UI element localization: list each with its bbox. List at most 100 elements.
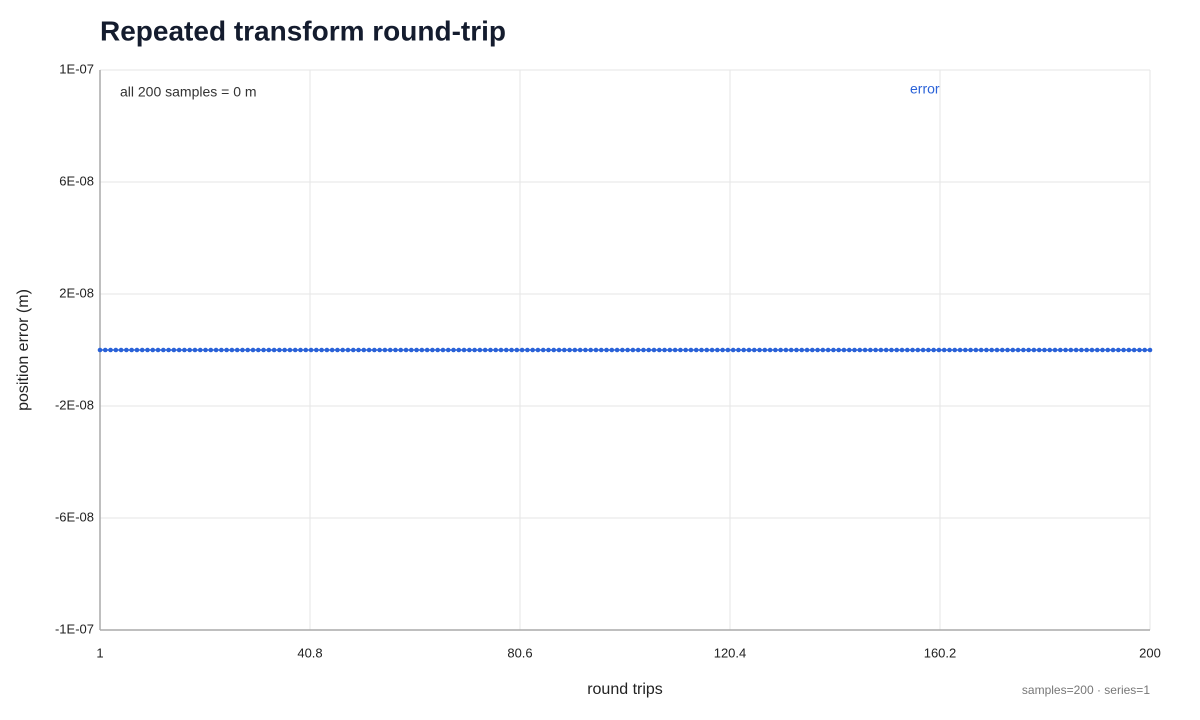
data-point [941, 347, 947, 353]
data-point [472, 347, 477, 353]
data-point [245, 347, 251, 353]
data-point [535, 347, 541, 353]
data-point [683, 347, 688, 353]
data-point [525, 347, 530, 353]
data-point [999, 347, 1005, 353]
data-point [102, 347, 108, 353]
data-point [788, 347, 794, 353]
data-point [915, 347, 921, 353]
data-point [936, 347, 942, 353]
data-point [978, 347, 984, 353]
data-point [161, 347, 166, 353]
data-point [994, 347, 1000, 353]
data-point [113, 347, 119, 353]
data-point [931, 347, 936, 353]
data-point [715, 347, 720, 353]
data-point [393, 347, 398, 353]
data-point [503, 347, 509, 353]
x-tick-label: 1 [96, 645, 103, 660]
x-tick-label: 40.8 [297, 645, 322, 660]
x-tick-label: 160.2 [924, 645, 957, 660]
data-point [598, 347, 604, 353]
data-point [883, 347, 889, 353]
data-point [678, 347, 683, 353]
data-point [166, 347, 171, 353]
data-point [767, 347, 773, 353]
x-tick-label: 120.4 [714, 645, 747, 660]
data-point [1089, 347, 1095, 353]
data-point [1005, 347, 1010, 353]
y-tick-label: -1E-07 [55, 621, 94, 636]
data-point [1058, 347, 1063, 353]
data-point [403, 347, 409, 353]
data-point [562, 347, 567, 353]
data-point [1021, 347, 1026, 353]
data-point [509, 347, 514, 353]
data-point [150, 347, 156, 353]
data-point [329, 347, 335, 353]
data-point [250, 347, 256, 353]
data-point [836, 347, 841, 353]
y-tick-label: 6E-08 [59, 173, 94, 188]
data-point [1131, 347, 1137, 353]
data-point [878, 347, 884, 353]
data-point [182, 347, 187, 353]
data-point [1031, 347, 1037, 353]
data-point [799, 347, 805, 353]
data-point [973, 347, 979, 353]
data-point [1079, 347, 1084, 353]
data-point [757, 347, 762, 353]
data-point [709, 347, 715, 353]
data-point [440, 347, 446, 353]
data-point [108, 347, 113, 353]
data-point [1137, 347, 1142, 353]
data-point [620, 347, 625, 353]
data-point [667, 347, 673, 353]
data-point [192, 347, 198, 353]
data-point [804, 347, 810, 353]
data-point [266, 347, 272, 353]
data-point [1052, 347, 1058, 353]
data-point [1063, 347, 1068, 353]
data-point [815, 347, 820, 353]
data-point [577, 347, 583, 353]
data-point [493, 347, 499, 353]
data-point [176, 347, 182, 353]
data-point [646, 347, 652, 353]
data-point [862, 347, 868, 353]
data-point [1110, 347, 1116, 353]
data-point [741, 347, 747, 353]
data-point [1015, 347, 1021, 353]
data-point [609, 347, 615, 353]
data-point [1073, 347, 1079, 353]
data-point [255, 347, 261, 353]
data-point [219, 347, 224, 353]
data-point [825, 347, 831, 353]
data-point [335, 347, 340, 353]
data-point [762, 347, 768, 353]
data-point [820, 347, 826, 353]
data-point [1147, 347, 1153, 353]
data-point [298, 347, 303, 353]
data-point [1042, 347, 1047, 353]
data-point [1026, 347, 1031, 353]
y-tick-label: -6E-08 [55, 509, 94, 524]
data-point [477, 347, 483, 353]
data-point [1036, 347, 1042, 353]
data-point [129, 347, 134, 353]
data-point [424, 347, 430, 353]
data-point [672, 347, 678, 353]
data-point [488, 347, 493, 353]
data-point [688, 347, 694, 353]
data-point [139, 347, 145, 353]
data-point [445, 347, 451, 353]
data-point [456, 347, 462, 353]
data-point [693, 347, 699, 353]
data-point [197, 347, 203, 353]
data-point [572, 347, 578, 353]
data-point [271, 347, 277, 353]
data-point [134, 347, 140, 353]
data-point [372, 347, 377, 353]
y-tick-label: 2E-08 [59, 285, 94, 300]
data-point [461, 347, 467, 353]
